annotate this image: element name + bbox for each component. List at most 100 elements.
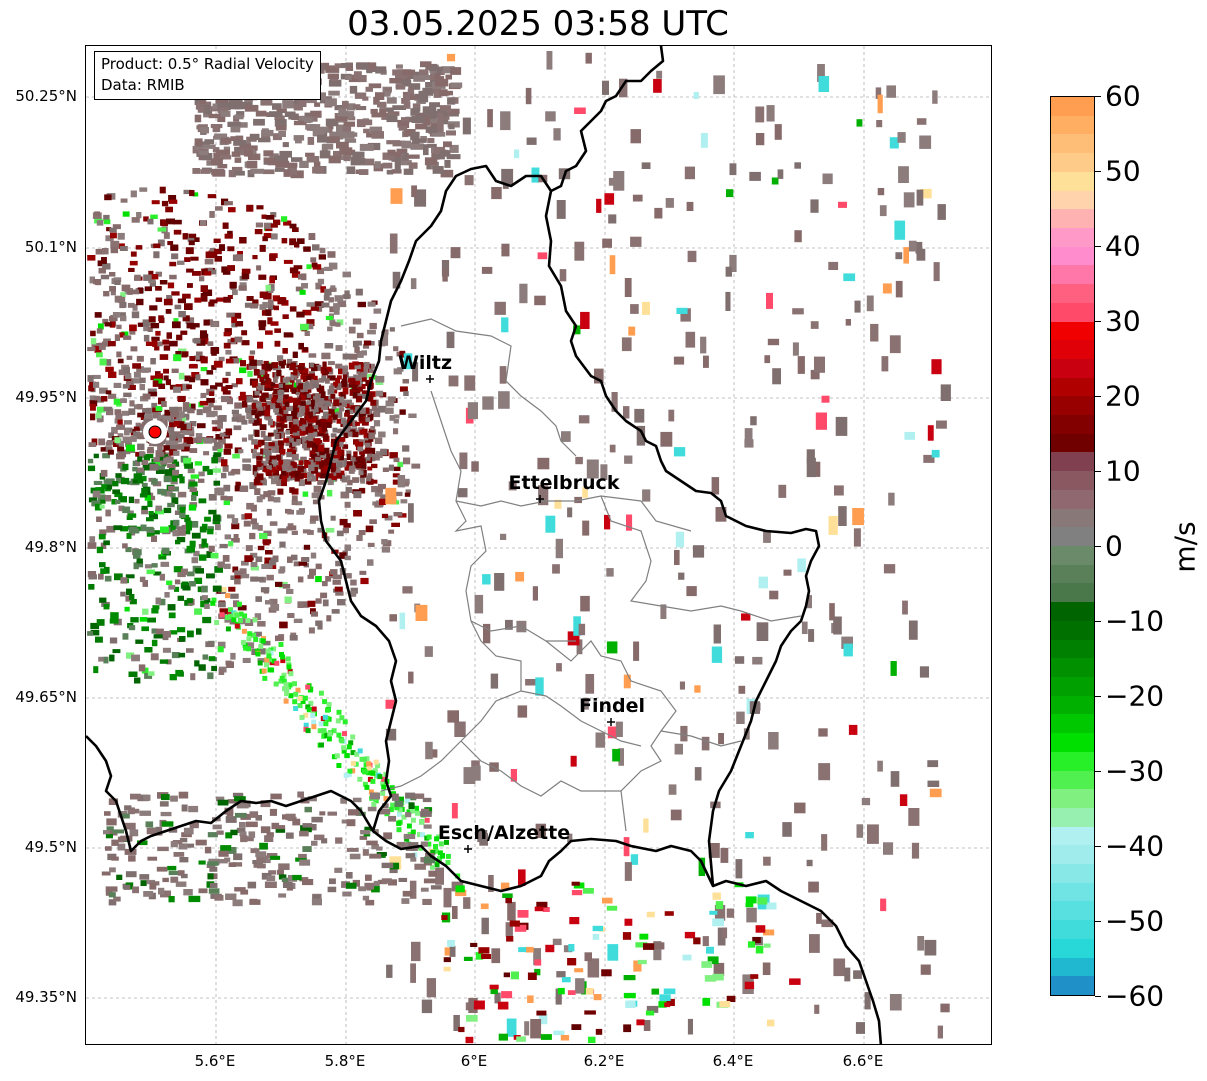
city-markers (426, 375, 615, 853)
colorbar-segment (1051, 115, 1094, 135)
colorbar-segment (1051, 826, 1094, 846)
y-tick-label: 49.5°N (24, 838, 77, 856)
y-tick-label: 50.25°N (15, 87, 77, 105)
colorbar-segment (1051, 976, 1094, 995)
colorbar-segment (1051, 527, 1094, 547)
colorbar-tick-label: 0 (1105, 529, 1123, 563)
colorbar-tick-mark (1095, 96, 1101, 97)
colorbar-segment (1051, 171, 1094, 192)
colorbar-segment (1051, 658, 1094, 678)
colorbar-segment (1051, 920, 1094, 940)
colorbar-segment (1051, 770, 1094, 790)
colorbar-label: m/s (1168, 521, 1202, 573)
colorbar-segment (1051, 695, 1094, 715)
colorbar-tick-label: 50 (1105, 154, 1141, 188)
colorbar-tick-mark (1095, 696, 1101, 697)
x-tick-label: 5.6°E (194, 1052, 236, 1070)
colorbar-segment (1051, 676, 1094, 697)
colorbar-tick-mark (1095, 621, 1101, 622)
colorbar-tick-mark (1095, 171, 1101, 172)
city-labels: Wiltz Ettelbruck Findel Esch/Alzette (398, 352, 645, 844)
colorbar-tick-mark (1095, 471, 1101, 472)
y-tick-label: 49.35°N (15, 988, 77, 1006)
colorbar-segment (1051, 433, 1094, 454)
colorbar-segment (1051, 546, 1094, 566)
colorbar-tick-label: −30 (1105, 754, 1165, 788)
colorbar-segment (1051, 302, 1094, 323)
city-label-wiltz: Wiltz (398, 352, 452, 374)
colorbar-tick-label: 40 (1105, 229, 1141, 263)
colorbar-segment (1051, 882, 1094, 903)
colorbar-segment (1051, 246, 1094, 266)
city-label-findel: Findel (579, 695, 645, 717)
radar-site-marker (148, 425, 162, 439)
colorbar-segment (1051, 508, 1094, 528)
colorbar-segment (1051, 284, 1094, 304)
colorbar-segment (1051, 134, 1094, 154)
colorbar-segment (1051, 97, 1094, 117)
colorbar-segment (1051, 807, 1094, 828)
y-tick-label: 49.95°N (15, 388, 77, 406)
data-source-label: Data: RMIB (101, 76, 185, 94)
colorbar-segment (1051, 620, 1094, 641)
city-marker-esch (464, 845, 472, 853)
colorbar-tick-mark (1095, 846, 1101, 847)
x-tick-label: 6°E (460, 1052, 488, 1070)
colorbar-segment (1051, 321, 1094, 341)
radar-map[interactable]: Wiltz Ettelbruck Findel Esch/Alzette (86, 46, 992, 1045)
colorbar-segment (1051, 864, 1094, 884)
colorbar-tick-mark (1095, 996, 1101, 997)
belgium-france-border (86, 735, 375, 853)
x-tick-label: 6.6°E (842, 1052, 884, 1070)
colorbar-tick-label: 30 (1105, 304, 1141, 338)
colorbar-segment (1051, 265, 1094, 285)
map-title: 03.05.2025 03:58 UTC (347, 4, 729, 44)
colorbar-segment (1051, 340, 1094, 360)
colorbar-segment (1051, 845, 1094, 865)
colorbar-tick-label: 60 (1105, 79, 1141, 113)
colorbar-segment (1051, 396, 1094, 416)
colorbar-tick-label: −50 (1105, 904, 1165, 938)
colorbar-tick-label: −60 (1105, 979, 1165, 1013)
colorbar-segment (1051, 602, 1094, 622)
colorbar-segment (1051, 564, 1094, 584)
city-marker-findel (607, 718, 615, 726)
y-tick-label: 49.65°N (15, 688, 77, 706)
colorbar-tick-mark (1095, 396, 1101, 397)
colorbar-segment (1051, 789, 1094, 809)
colorbar-segment (1051, 957, 1094, 977)
map-panel[interactable]: Wiltz Ettelbruck Findel Esch/Alzette (85, 45, 992, 1045)
colorbar-segment (1051, 471, 1094, 491)
colorbar-tick-mark (1095, 921, 1101, 922)
product-label: Product: 0.5° Radial Velocity (101, 55, 314, 73)
x-tick-label: 6.4°E (712, 1052, 754, 1070)
velocity-colorbar (1050, 96, 1095, 996)
city-label-esch: Esch/Alzette (438, 822, 570, 844)
luxembourg-border (317, 164, 821, 893)
velocity-echoes (87, 51, 951, 1044)
germany-border-north (550, 46, 665, 193)
colorbar-segment (1051, 583, 1094, 603)
colorbar-segment (1051, 901, 1094, 921)
x-tick-label: 5.8°E (324, 1052, 366, 1070)
colorbar-tick-label: −20 (1105, 679, 1165, 713)
colorbar-segment (1051, 415, 1094, 435)
colorbar-segment (1051, 377, 1094, 397)
product-info-box: Product: 0.5° Radial Velocity Data: RMIB (94, 51, 321, 100)
y-tick-label: 50.1°N (24, 238, 77, 256)
colorbar-segment (1051, 639, 1094, 659)
colorbar-tick-label: −10 (1105, 604, 1165, 638)
colorbar-segment (1051, 733, 1094, 753)
colorbar-segment (1051, 452, 1094, 472)
colorbar-segment (1051, 489, 1094, 510)
colorbar-segment (1051, 751, 1094, 772)
colorbar-segment (1051, 227, 1094, 248)
colorbar-tick-label: −40 (1105, 829, 1165, 863)
city-label-ettelbruck: Ettelbruck (509, 472, 620, 494)
colorbar-segment (1051, 209, 1094, 229)
x-tick-label: 6.2°E (583, 1052, 625, 1070)
country-borders (86, 46, 883, 1044)
colorbar-segment (1051, 153, 1094, 173)
colorbar-segment (1051, 938, 1094, 959)
colorbar-tick-mark (1095, 546, 1101, 547)
